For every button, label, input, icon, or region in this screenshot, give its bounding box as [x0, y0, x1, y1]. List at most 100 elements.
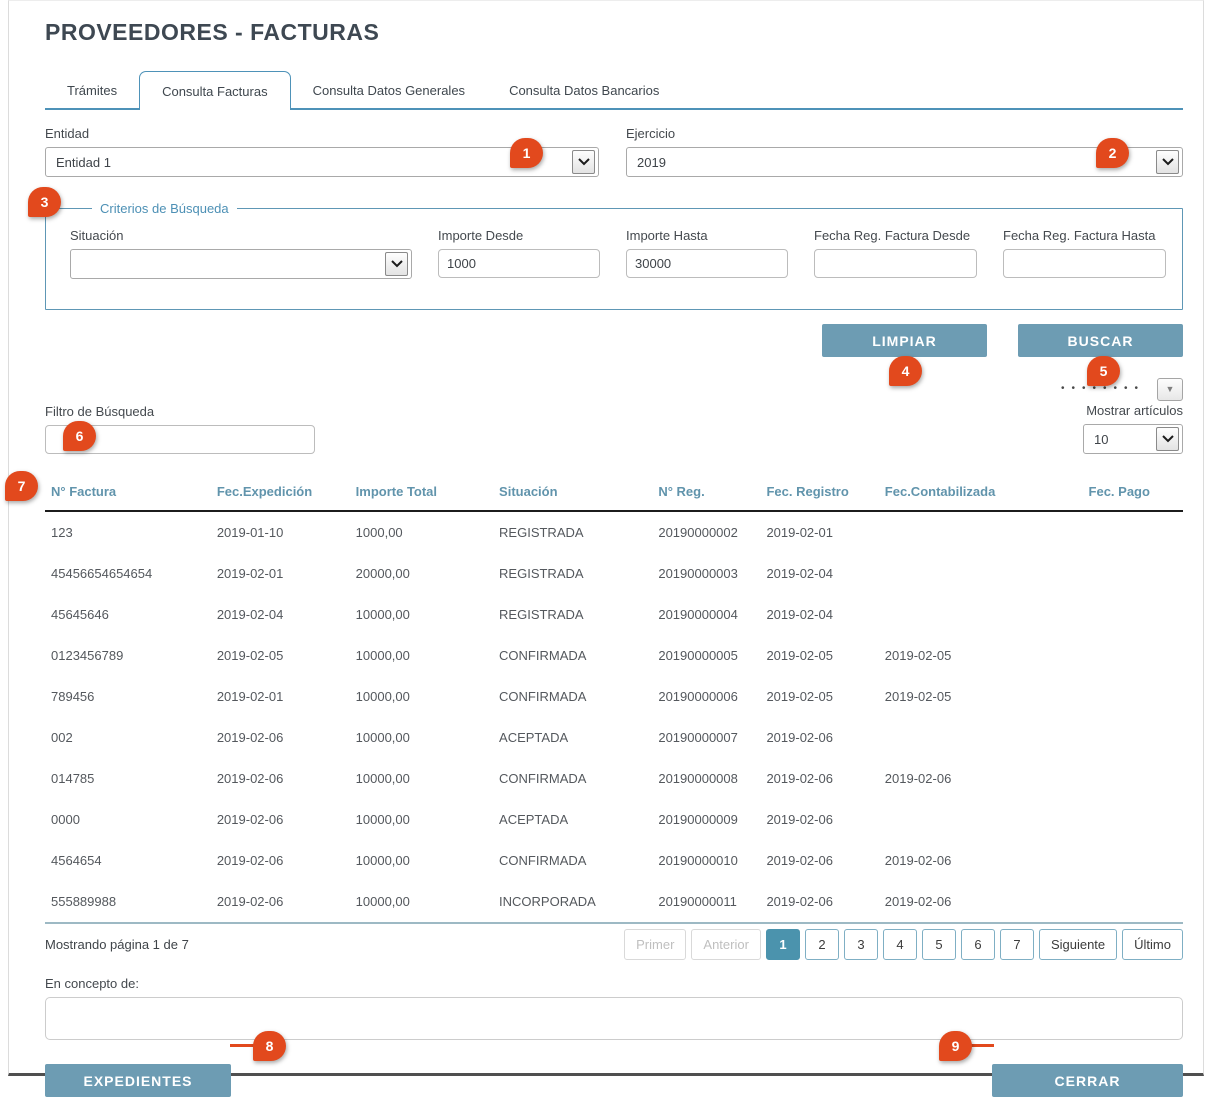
importe-hasta-input[interactable] [626, 249, 788, 278]
page-button-5[interactable]: 5 [922, 929, 956, 960]
table-cell: REGISTRADA [499, 511, 658, 553]
page-button-3[interactable]: 3 [844, 929, 878, 960]
table-cell: 2019-02-01 [766, 511, 884, 553]
column-header[interactable]: N° Factura [45, 476, 217, 511]
table-cell: 2019-02-06 [885, 758, 1056, 799]
annotation-badge-6: 6 [63, 421, 96, 451]
tab-consulta-datos-generales[interactable]: Consulta Datos Generales [291, 74, 487, 108]
column-header[interactable]: Importe Total [356, 476, 499, 511]
fecha-reg-hasta-input[interactable] [1003, 249, 1166, 278]
facturas-table: N° FacturaFec.ExpediciónImporte TotalSit… [45, 476, 1183, 924]
table-cell: 20000,00 [356, 553, 499, 594]
table-cell: 2019-02-04 [217, 594, 356, 635]
page-button-último[interactable]: Último [1122, 929, 1183, 960]
fecha-reg-desde-input[interactable] [814, 249, 977, 278]
entidad-label: Entidad [45, 126, 599, 141]
table-cell: 45456654654654 [45, 553, 217, 594]
table-row[interactable]: 456456462019-02-0410000,00REGISTRADA2019… [45, 594, 1183, 635]
table-cell: 20190000008 [658, 758, 766, 799]
table-row[interactable]: 00002019-02-0610000,00ACEPTADA2019000000… [45, 799, 1183, 840]
table-cell: CONFIRMADA [499, 635, 658, 676]
column-header[interactable]: Situación [499, 476, 658, 511]
importe-hasta-label: Importe Hasta [626, 228, 788, 243]
table-cell: 0000 [45, 799, 217, 840]
chevron-down-icon [572, 150, 595, 174]
table-row[interactable]: 0147852019-02-0610000,00CONFIRMADA201900… [45, 758, 1183, 799]
tab-consulta-datos-bancarios[interactable]: Consulta Datos Bancarios [487, 74, 681, 108]
table-cell: 20190000002 [658, 511, 766, 553]
column-header[interactable]: Fec.Expedición [217, 476, 356, 511]
page-button-7[interactable]: 7 [1000, 929, 1034, 960]
situacion-select[interactable] [70, 249, 412, 279]
page-button-siguiente[interactable]: Siguiente [1039, 929, 1117, 960]
table-row[interactable]: 01234567892019-02-0510000,00CONFIRMADA20… [45, 635, 1183, 676]
criterios-busqueda-legend: Criterios de Búsqueda [92, 201, 237, 216]
column-options-dropdown-button[interactable]: ▼ [1157, 378, 1183, 401]
annotation-badge-8: 8 [253, 1031, 286, 1061]
table-row[interactable]: 454566546546542019-02-0120000,00REGISTRA… [45, 553, 1183, 594]
table-cell: ACEPTADA [499, 717, 658, 758]
en-concepto-de-input[interactable] [45, 997, 1183, 1040]
tab-label: Trámites [67, 83, 117, 98]
mostrar-articulos-select[interactable]: 10 [1083, 424, 1183, 454]
table-header-row: N° FacturaFec.ExpediciónImporte TotalSit… [45, 476, 1183, 511]
table-cell: 10000,00 [356, 635, 499, 676]
column-header[interactable]: Fec. Registro [766, 476, 884, 511]
table-cell: REGISTRADA [499, 594, 658, 635]
page-button-2[interactable]: 2 [805, 929, 839, 960]
table-cell [1055, 840, 1183, 881]
situacion-label: Situación [70, 228, 412, 243]
cerrar-button[interactable]: CERRAR [992, 1064, 1183, 1097]
table-cell: 20190000011 [658, 881, 766, 923]
column-header[interactable]: Fec.Contabilizada [885, 476, 1056, 511]
limpiar-button[interactable]: LIMPIAR [822, 324, 987, 357]
proveedores-facturas-window: PROVEEDORES - FACTURAS Trámites Consulta… [8, 0, 1204, 1076]
page-title: PROVEEDORES - FACTURAS [45, 19, 1183, 46]
chevron-down-icon [1156, 150, 1179, 174]
table-row[interactable]: 45646542019-02-0610000,00CONFIRMADA20190… [45, 840, 1183, 881]
importe-desde-input[interactable] [438, 249, 600, 278]
table-cell: 1000,00 [356, 511, 499, 553]
table-row[interactable]: 1232019-01-101000,00REGISTRADA2019000000… [45, 511, 1183, 553]
table-cell [1055, 553, 1183, 594]
table-cell: 2019-02-04 [766, 553, 884, 594]
ejercicio-label: Ejercicio [626, 126, 1183, 141]
table-cell: 2019-02-05 [766, 635, 884, 676]
table-cell: 2019-02-06 [766, 881, 884, 923]
table-cell [1055, 881, 1183, 923]
page-button-6[interactable]: 6 [961, 929, 995, 960]
table-cell: 20190000009 [658, 799, 766, 840]
table-cell: 10000,00 [356, 840, 499, 881]
table-cell: 20190000010 [658, 840, 766, 881]
table-cell: CONFIRMADA [499, 676, 658, 717]
pagination: PrimerAnterior1234567SiguienteÚltimo [619, 929, 1183, 960]
buscar-button[interactable]: BUSCAR [1018, 324, 1183, 357]
table-cell [1055, 594, 1183, 635]
mostrar-articulos-label: Mostrar artículos [1023, 403, 1183, 418]
filtro-busqueda-label: Filtro de Búsqueda [45, 404, 315, 419]
table-row[interactable]: 7894562019-02-0110000,00CONFIRMADA201900… [45, 676, 1183, 717]
table-cell: 4564654 [45, 840, 217, 881]
table-cell: 10000,00 [356, 676, 499, 717]
table-cell: 2019-02-05 [217, 635, 356, 676]
table-cell: 45645646 [45, 594, 217, 635]
annotation-badge-2: 2 [1096, 138, 1129, 168]
annotation-badge-1: 1 [510, 138, 543, 168]
column-header[interactable]: N° Reg. [658, 476, 766, 511]
page-button-1[interactable]: 1 [766, 929, 800, 960]
table-cell: 2019-02-05 [885, 676, 1056, 717]
table-row[interactable]: 5558899882019-02-0610000,00INCORPORADA20… [45, 881, 1183, 923]
page-button-primer: Primer [624, 929, 686, 960]
page-button-4[interactable]: 4 [883, 929, 917, 960]
table-cell: 20190000007 [658, 717, 766, 758]
annotation-badge-7: 7 [5, 471, 38, 501]
fecha-reg-hasta-label: Fecha Reg. Factura Hasta [1003, 228, 1166, 243]
tab-consulta-facturas[interactable]: Consulta Facturas [139, 71, 291, 110]
table-cell [885, 553, 1056, 594]
table-cell [1055, 676, 1183, 717]
tab-tramites[interactable]: Trámites [45, 74, 139, 108]
column-header[interactable]: Fec. Pago [1055, 476, 1183, 511]
table-cell: 2019-02-01 [217, 553, 356, 594]
expedientes-button[interactable]: EXPEDIENTES [45, 1064, 231, 1097]
table-row[interactable]: 0022019-02-0610000,00ACEPTADA20190000007… [45, 717, 1183, 758]
